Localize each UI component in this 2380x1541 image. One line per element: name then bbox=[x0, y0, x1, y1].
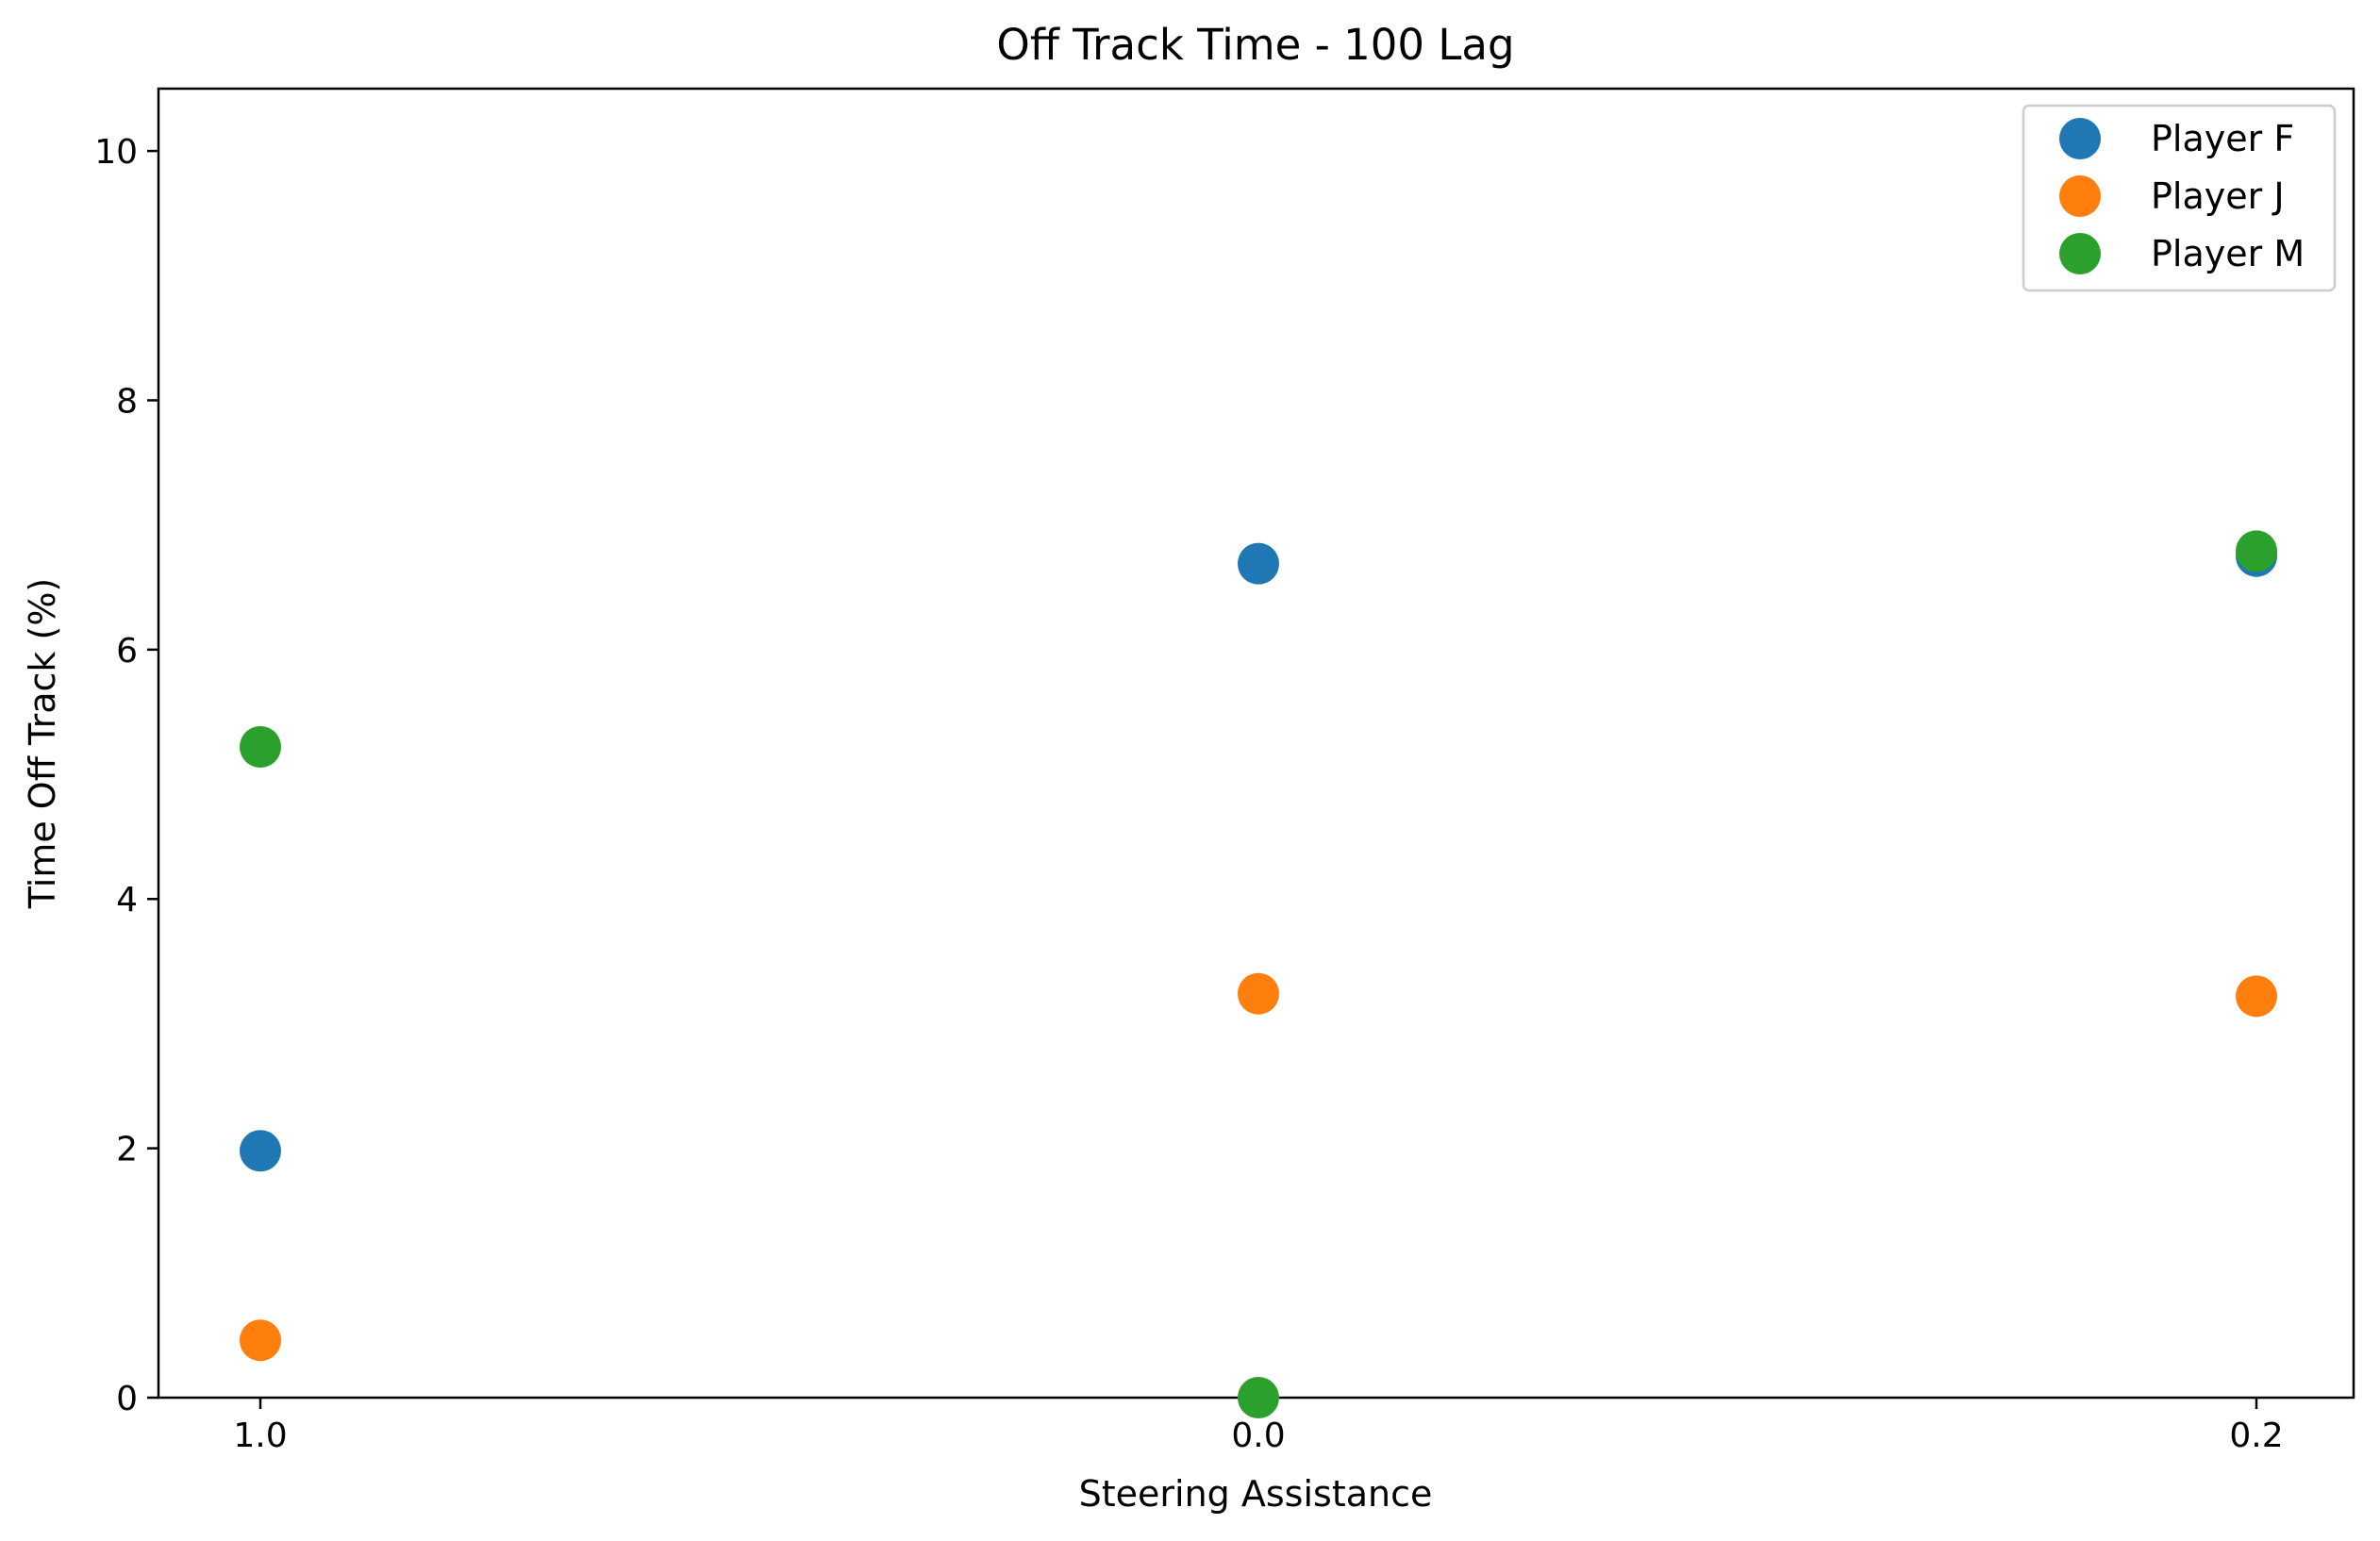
legend: Player F Player J Player M bbox=[2022, 104, 2337, 292]
legend-marker bbox=[2059, 118, 2101, 159]
x-tick-label: 1.0 bbox=[233, 1417, 287, 1455]
legend-marker bbox=[2059, 175, 2101, 217]
y-axis: 0 2 4 6 8 10 bbox=[94, 133, 158, 1418]
data-point-player-j bbox=[240, 1319, 281, 1362]
x-tick-label: 0.2 bbox=[2229, 1417, 2283, 1455]
x-axis: 1.0 0.0 0.2 bbox=[233, 1398, 2284, 1455]
chart-title: Off Track Time - 100 Lag bbox=[996, 20, 1514, 70]
data-point-player-m bbox=[2236, 530, 2277, 572]
legend-label: Player F bbox=[2151, 118, 2294, 159]
y-tick-label: 6 bbox=[116, 632, 138, 671]
data-point-player-f bbox=[240, 1130, 281, 1172]
legend-label: Player J bbox=[2151, 175, 2285, 217]
y-axis-label: Time Off Track (%) bbox=[22, 578, 63, 910]
y-tick-label: 10 bbox=[94, 133, 138, 172]
legend-frame bbox=[2022, 104, 2337, 292]
y-tick-label: 0 bbox=[116, 1380, 138, 1418]
data-point-player-j bbox=[1238, 972, 1279, 1015]
x-tick-label: 0.0 bbox=[1231, 1417, 1285, 1455]
data-point-player-m bbox=[1238, 1377, 1279, 1418]
data-points bbox=[240, 530, 2277, 1418]
legend-label: Player M bbox=[2151, 233, 2305, 274]
plot-frame bbox=[157, 87, 2355, 1400]
x-axis-label: Steering Assistance bbox=[1079, 1473, 1433, 1515]
legend-marker bbox=[2059, 233, 2101, 274]
y-tick-label: 8 bbox=[116, 382, 138, 421]
data-point-player-m bbox=[240, 725, 281, 768]
y-tick-label: 2 bbox=[116, 1131, 138, 1169]
data-point-player-j bbox=[2236, 975, 2277, 1018]
data-point-player-f bbox=[1238, 542, 1279, 585]
y-tick-label: 4 bbox=[116, 881, 138, 920]
plot-area bbox=[157, 87, 2355, 1400]
